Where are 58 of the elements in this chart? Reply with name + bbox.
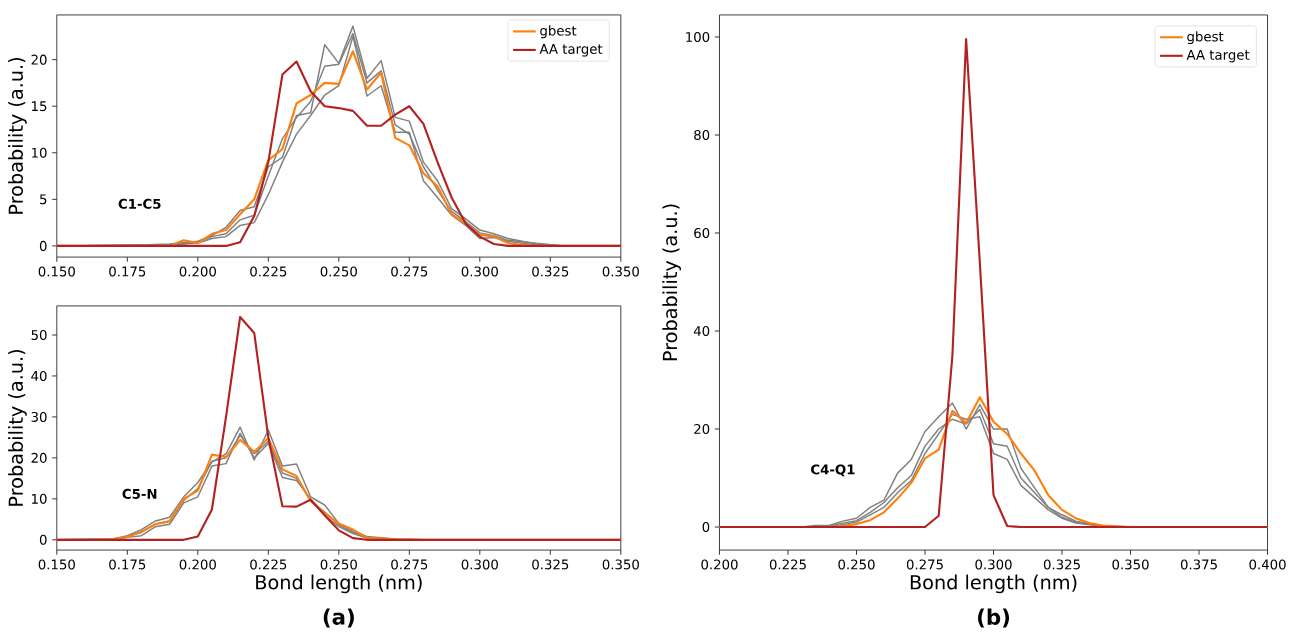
x-tick-label: 0.300 xyxy=(975,559,1012,570)
y-tick-label: 10 xyxy=(32,147,47,158)
x-tick-label: 0.375 xyxy=(1180,559,1217,570)
x-tick-label: 0.150 xyxy=(38,559,75,570)
x-tick-label: 0.275 xyxy=(391,266,428,277)
x-tick-label: 0.150 xyxy=(38,266,75,277)
x-tick-label: 0.350 xyxy=(1112,559,1149,570)
annotation: C5-N xyxy=(122,488,157,499)
y-tick-label: 40 xyxy=(31,370,47,382)
x-tick-label: 0.400 xyxy=(1249,559,1286,570)
y-tick-label: 10 xyxy=(32,493,47,504)
x-tick-label: 0.225 xyxy=(250,266,287,277)
x-tick-label: 0.275 xyxy=(906,559,943,570)
annotation: C1-C5 xyxy=(118,198,161,209)
x-tick-label: 0.325 xyxy=(532,266,569,277)
y-tick-label: 0 xyxy=(39,534,47,545)
x-tick-label: 0.350 xyxy=(602,266,639,277)
x-tick-label: 0.325 xyxy=(1043,559,1080,570)
x-tick-label: 0.250 xyxy=(320,559,357,570)
y-axis-title: Probability (a.u.) xyxy=(662,204,681,361)
x-tick-label: 0.225 xyxy=(250,559,287,570)
x-tick-label: 0.275 xyxy=(391,559,428,570)
x-tick-label: 0.350 xyxy=(602,559,639,570)
text: (b) xyxy=(978,608,1010,628)
legend-label: AA target xyxy=(1186,49,1250,63)
legend-label: gbest xyxy=(540,25,577,39)
x-tick-label: 0.225 xyxy=(769,559,806,570)
y-tick-label: 20 xyxy=(31,54,47,65)
x-tick-label: 0.175 xyxy=(109,266,146,277)
x-tick-label: 0.200 xyxy=(179,266,216,277)
y-tick-label: 20 xyxy=(31,452,47,463)
y-tick-label: 50 xyxy=(31,329,47,341)
y-tick-label: 30 xyxy=(31,411,47,422)
x-tick-label: 0.300 xyxy=(461,559,498,570)
x-tick-label: 0.200 xyxy=(179,559,216,570)
y-tick-label: 0 xyxy=(39,240,47,251)
x-tick-label: 0.175 xyxy=(109,559,146,570)
y-tick-label: 0 xyxy=(702,522,710,533)
x-axis-title: Bond length (nm) xyxy=(256,574,422,594)
y-tick-label: 100 xyxy=(686,31,710,43)
x-axis-title: Bond length (nm) xyxy=(910,574,1077,594)
y-tick-label: 20 xyxy=(694,424,710,435)
y-tick-label: 40 xyxy=(693,326,710,337)
x-tick-label: 0.300 xyxy=(461,266,498,277)
text: (a) xyxy=(323,608,354,628)
y-axis-title: Probability (a.u.) xyxy=(8,58,27,214)
y-tick-label: 5 xyxy=(40,194,47,205)
x-tick-label: 0.325 xyxy=(532,559,569,570)
x-tick-label: 0.200 xyxy=(701,559,738,570)
legend-label: AA target xyxy=(539,44,603,57)
y-tick-label: 80 xyxy=(694,129,710,141)
x-tick-label: 0.250 xyxy=(320,266,357,277)
y-tick-label: 60 xyxy=(694,228,710,239)
y-axis-title: Probability (a.u.) xyxy=(8,350,27,506)
legend-label: gbest xyxy=(1187,31,1224,45)
annotation: C4-Q1 xyxy=(811,464,855,477)
x-tick-label: 0.250 xyxy=(838,559,875,570)
y-tick-label: 15 xyxy=(32,101,47,112)
